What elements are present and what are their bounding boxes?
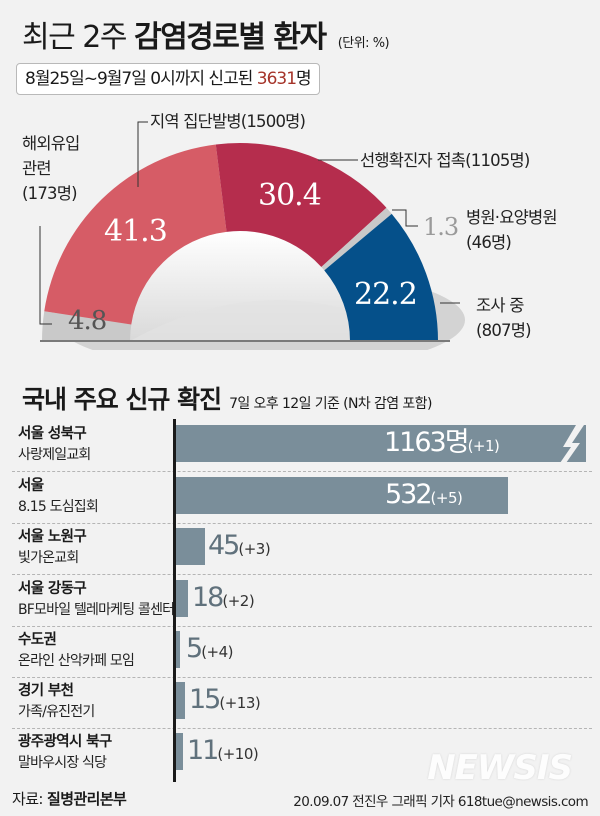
bar (176, 580, 188, 617)
row-divider (12, 626, 592, 627)
leader-hospital (392, 209, 418, 227)
segment-contact (215, 142, 387, 267)
label-local-cluster: 지역 집단발병(1500명) (150, 112, 306, 131)
label-overseas: 해외유입 관련 (173명) (22, 134, 80, 203)
bar-axis (173, 419, 176, 782)
source-credit: 자료: 질병관리본부 (12, 790, 127, 808)
bar (176, 477, 508, 514)
period-unit: 명 (296, 69, 312, 89)
bar-value: 18(+2) (192, 582, 255, 613)
segment-local-cluster (44, 144, 227, 325)
section-title: 국내 주요 신규 확진 7일 오후 12일 기준 (N차 감염 포함) (22, 385, 432, 414)
bar-value: 532(+5) (385, 479, 463, 510)
author-credit: 20.09.07 전진우 그래픽 기자 618tue@newsis.com (293, 794, 588, 810)
bar-row: 서울 성북구 사랑제일교회 1163명(+1) (12, 420, 592, 472)
bar-row: 서울 강동구 BF모바일 텔레마케팅 콜센터 18(+2) (12, 575, 592, 627)
period-box: 8월25일~9월7일 0시까지 신고된 3631명 (16, 63, 320, 95)
bar (176, 682, 185, 719)
title-period: 최근 2주 (22, 20, 127, 55)
bar-row: 광주광역시 북구 말바우시장 식당 11(+10) (18, 733, 259, 771)
row-divider (12, 677, 592, 678)
row-divider (12, 523, 592, 524)
row-divider (12, 471, 592, 472)
pct-overseas: 4.8 (68, 306, 107, 336)
bar (176, 733, 183, 770)
bar-value: 1163명(+1) (384, 427, 500, 458)
unit-label: (단위: %) (337, 36, 390, 51)
segment-hospital (321, 207, 392, 271)
bar (176, 425, 586, 462)
leader-local (137, 121, 148, 187)
bar (176, 528, 205, 565)
chart-title: 최근 2주 감염경로별 환자 (단위: %) (22, 12, 390, 56)
bar (176, 631, 180, 668)
bar-value: 11(+10) (187, 735, 259, 766)
half-donut-chart (39, 121, 465, 350)
bar-row: 서울 노원구 빛가온교회 45(+3) (12, 523, 592, 575)
label-contact: 선행확진자 접촉(1105명) (360, 151, 530, 170)
title-main: 감염경로별 환자 (133, 20, 327, 55)
bar-value: 45(+3) (208, 530, 271, 561)
label-investigating: 조사 중 (807명) (476, 296, 532, 340)
row-divider (12, 728, 592, 729)
bar-row: 경기 부천 가족/유진전기 15(+13) (12, 677, 592, 729)
section-subtitle: 7일 오후 12일 기준 (N차 감염 포함) (229, 396, 432, 412)
pct-contact: 30.4 (258, 178, 322, 213)
pct-investigating: 22.2 (354, 277, 418, 312)
pct-hospital: 1.3 (423, 213, 459, 241)
total-count: 3631 (256, 69, 297, 89)
bar-row: 서울 8.15 도심집회 532(+5) (12, 472, 592, 524)
segment-investigating (324, 213, 438, 341)
leader-overseas (39, 226, 52, 325)
bar-row: 수도권 온라인 산악카페 모임 5(+4) (12, 626, 592, 678)
label-hospital: 병원·요양병원 (46명) (466, 208, 558, 252)
bar-value: 15(+13) (189, 684, 261, 715)
pct-local-cluster: 41.3 (104, 214, 168, 249)
row-divider (12, 574, 592, 575)
bar-value: 5(+4) (186, 633, 234, 664)
segment-overseas (42, 311, 132, 341)
period-text: 8월25일~9월7일 0시까지 신고된 (25, 69, 257, 89)
newsis-watermark: NEWSIS (427, 748, 573, 788)
axis-break-icon (560, 425, 584, 463)
